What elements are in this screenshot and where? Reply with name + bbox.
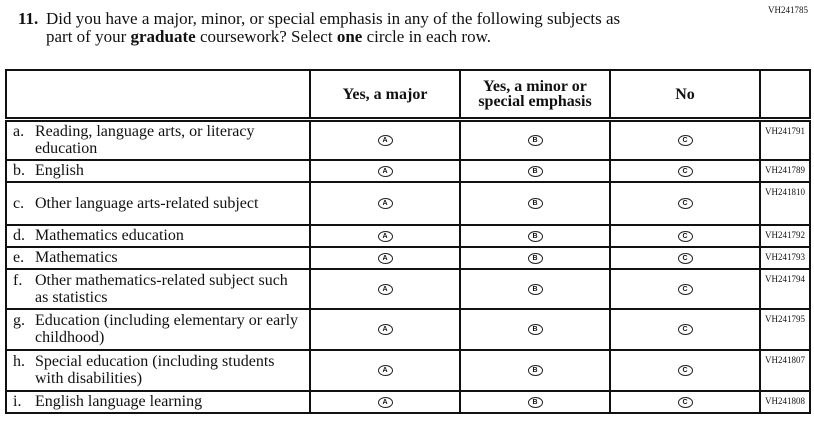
row-label: a. Reading, language arts, or literacy ed… [5,118,311,161]
radio-bubble-no[interactable]: C [677,198,693,210]
radio-bubble-no[interactable]: C [677,252,693,264]
option-cell-no: C [609,181,761,226]
option-cell-minor: B [459,159,611,183]
option-cell-major: A [309,268,461,310]
table-row: e. Mathematics A B C VH241793 [5,246,811,270]
row-code: VH241807 [759,349,811,392]
option-cell-minor: B [459,224,611,248]
option-cell-no: C [609,159,761,183]
row-code: VH241795 [759,308,811,351]
row-label: h. Special education (including students … [5,349,311,392]
radio-bubble-minor[interactable]: B [527,324,543,336]
header-minor: Yes, a minor or special emphasis [459,69,611,121]
option-cell-no: C [609,246,761,270]
row-label: d. Mathematics education [5,224,311,248]
radio-bubble-no[interactable]: C [677,283,693,295]
option-cell-minor: B [459,308,611,351]
option-cell-minor: B [459,118,611,161]
radio-bubble-minor[interactable]: B [527,252,543,264]
row-label: b. English [5,159,311,183]
row-label: g. Education (including elementary or ear… [5,308,311,351]
option-cell-no: C [609,349,761,392]
table-row: i. English language learning A B C VH241808 [5,390,811,414]
radio-bubble-major[interactable]: A [377,324,393,336]
radio-bubble-no[interactable]: C [677,396,693,408]
radio-bubble-no[interactable]: C [677,230,693,242]
header-major: Yes, a major [309,69,461,121]
radio-bubble-major[interactable]: A [377,283,393,295]
radio-bubble-major[interactable]: A [377,165,393,177]
table-row: c. Other language arts-related subject A B C… [5,181,811,226]
radio-bubble-major[interactable]: A [377,365,393,377]
option-cell-major: A [309,224,461,248]
row-code: VH241789 [759,159,811,183]
option-cell-minor: B [459,390,611,414]
row-code: VH241794 [759,268,811,310]
radio-bubble-no[interactable]: C [677,135,693,147]
question-text: 11. Did you have a major, minor, or speci… [18,9,621,46]
row-code: VH241792 [759,224,811,248]
option-cell-major: A [309,118,461,161]
option-cell-major: A [309,349,461,392]
table-row: h. Special education (including students … [5,349,811,392]
option-cell-major: A [309,181,461,226]
option-cell-major: A [309,246,461,270]
header-no: No [609,69,761,121]
radio-bubble-no[interactable]: C [677,165,693,177]
radio-bubble-major[interactable]: A [377,252,393,264]
option-cell-major: A [309,308,461,351]
radio-bubble-minor[interactable]: B [527,283,543,295]
option-cell-no: C [609,224,761,248]
row-label: i. English language learning [5,390,311,414]
option-cell-minor: B [459,268,611,310]
question-number: 11. [18,9,39,28]
row-label: e. Mathematics [5,246,311,270]
header-blank [5,69,311,121]
table-row: d. Mathematics education A B C VH241792 [5,224,811,248]
radio-bubble-minor[interactable]: B [527,135,543,147]
option-cell-major: A [309,390,461,414]
radio-bubble-major[interactable]: A [377,135,393,147]
radio-bubble-no[interactable]: C [677,365,693,377]
radio-bubble-minor[interactable]: B [527,198,543,210]
radio-bubble-major[interactable]: A [377,230,393,242]
radio-bubble-minor[interactable]: B [527,365,543,377]
radio-bubble-minor[interactable]: B [527,396,543,408]
header-code [759,69,811,121]
row-code: VH241791 [759,118,811,161]
page-code: VH241785 [768,5,808,15]
radio-bubble-no[interactable]: C [677,324,693,336]
radio-bubble-minor[interactable]: B [527,165,543,177]
radio-bubble-minor[interactable]: B [527,230,543,242]
option-cell-no: C [609,390,761,414]
table-row: g. Education (including elementary or ear… [5,308,811,351]
option-cell-minor: B [459,181,611,226]
option-cell-major: A [309,159,461,183]
option-cell-no: C [609,308,761,351]
table-row: a. Reading, language arts, or literacy ed… [5,118,811,161]
option-cell-no: C [609,118,761,161]
radio-bubble-major[interactable]: A [377,198,393,210]
option-cell-minor: B [459,246,611,270]
response-grid: Yes, a major Yes, a minor or special emp… [5,69,811,414]
table-row: b. English A B C VH241789 [5,159,811,183]
option-cell-minor: B [459,349,611,392]
table-row: f. Other mathematics-related subject such… [5,268,811,310]
row-code: VH241808 [759,390,811,414]
row-label: c. Other language arts-related subject [5,181,311,226]
row-code: VH241810 [759,181,811,226]
row-label: f. Other mathematics-related subject such… [5,268,311,310]
option-cell-no: C [609,268,761,310]
row-code: VH241793 [759,246,811,270]
radio-bubble-major[interactable]: A [377,396,393,408]
